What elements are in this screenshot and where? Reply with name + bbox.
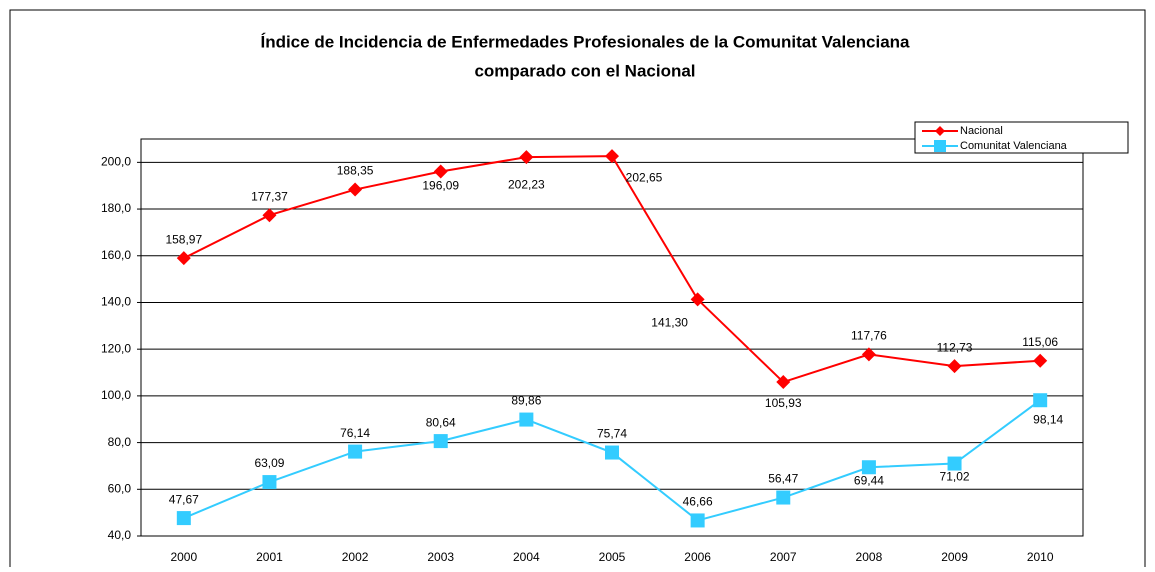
- legend-label: Nacional: [960, 125, 1003, 137]
- y-tick-label: 160,0: [101, 248, 131, 262]
- marker: [262, 208, 277, 223]
- data-label: 188,35: [337, 164, 374, 178]
- x-tick-label: 2005: [599, 550, 626, 564]
- y-tick-label: 100,0: [101, 388, 131, 402]
- data-label: 158,97: [165, 232, 202, 246]
- marker: [947, 359, 962, 374]
- y-tick-label: 200,0: [101, 155, 131, 169]
- data-label: 75,74: [597, 427, 627, 441]
- data-label: 177,37: [251, 189, 288, 203]
- x-tick-label: 2006: [684, 550, 711, 564]
- marker: [176, 251, 191, 266]
- marker: [262, 475, 277, 490]
- marker: [776, 490, 791, 505]
- marker: [348, 182, 363, 197]
- y-tick-label: 140,0: [101, 295, 131, 309]
- data-label: 115,06: [1022, 335, 1058, 349]
- y-tick-label: 60,0: [108, 481, 132, 495]
- marker: [1033, 353, 1048, 368]
- x-tick-label: 2010: [1027, 550, 1054, 564]
- marker: [861, 347, 876, 362]
- data-label: 69,44: [854, 473, 884, 487]
- data-label: 56,47: [768, 472, 798, 486]
- marker: [861, 460, 876, 475]
- marker: [348, 444, 363, 459]
- marker: [433, 164, 448, 179]
- marker: [433, 434, 448, 449]
- x-tick-label: 2008: [856, 550, 883, 564]
- x-tick-label: 2009: [941, 550, 968, 564]
- chart-subtitle: comparado con el Nacional: [474, 61, 695, 80]
- marker: [690, 292, 705, 307]
- data-label: 202,65: [626, 170, 663, 184]
- data-label: 105,93: [765, 396, 802, 410]
- marker: [176, 511, 191, 526]
- marker: [605, 149, 619, 164]
- marker: [947, 456, 962, 471]
- data-label: 202,23: [508, 177, 545, 191]
- legend: [914, 121, 1129, 154]
- data-label: 112,73: [937, 340, 973, 354]
- data-label: 80,64: [426, 415, 456, 429]
- legend-marker: [935, 126, 945, 136]
- data-label: 71,02: [940, 470, 970, 484]
- data-label: 63,09: [254, 456, 284, 470]
- chart-border: [9, 9, 1146, 572]
- y-tick-label: 180,0: [101, 201, 131, 215]
- data-label: 76,14: [340, 426, 370, 440]
- marker: [605, 445, 619, 460]
- x-tick-label: 2000: [170, 550, 197, 564]
- data-label: 46,66: [683, 495, 713, 509]
- y-tick-label: 80,0: [108, 435, 132, 449]
- x-tick-label: 2004: [513, 550, 540, 564]
- x-tick-label: 2002: [342, 550, 369, 564]
- y-tick-label: 120,0: [101, 341, 131, 355]
- chart-title: Índice de Incidencia de Enfermedades Pro…: [260, 32, 910, 51]
- x-tick-label: 2001: [256, 550, 283, 564]
- data-label: 141,30: [651, 316, 688, 330]
- data-label: 117,76: [851, 329, 887, 343]
- data-label: 89,86: [511, 394, 541, 408]
- y-tick-label: 40,0: [108, 528, 132, 542]
- marker: [776, 375, 791, 390]
- marker: [519, 150, 534, 165]
- marker: [519, 412, 534, 427]
- marker: [690, 513, 705, 528]
- legend-marker: [934, 140, 946, 152]
- x-tick-label: 2007: [770, 550, 797, 564]
- data-label: 98,14: [1033, 412, 1063, 426]
- marker: [1033, 393, 1048, 408]
- legend-label: Comunitat Valenciana: [960, 140, 1068, 152]
- data-label: 196,09: [422, 179, 459, 193]
- x-tick-label: 2003: [427, 550, 454, 564]
- data-label: 47,67: [169, 492, 199, 506]
